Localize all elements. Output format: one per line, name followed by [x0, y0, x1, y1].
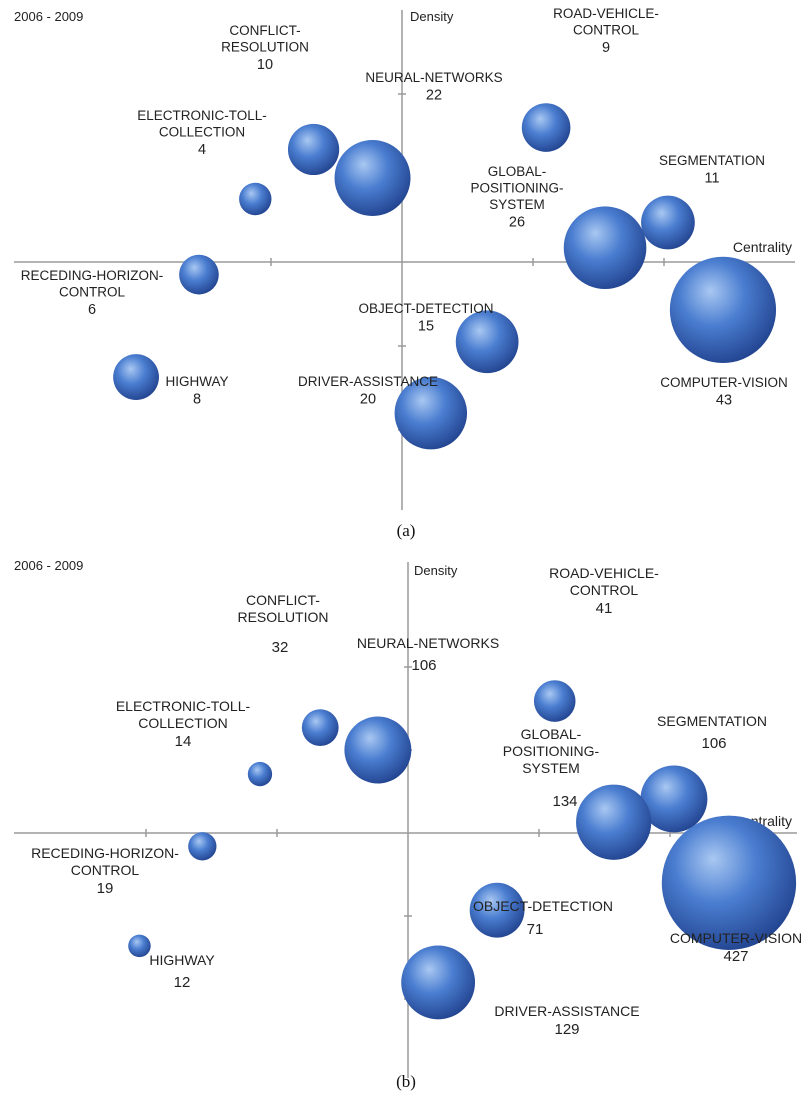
bubble-value: 6	[88, 302, 96, 318]
bubble-value: 20	[360, 392, 376, 408]
panel-label: 2006 - 2009	[14, 558, 83, 573]
bubble-label: ROAD-VEHICLE-	[549, 565, 659, 581]
bubble-label: RESOLUTION	[221, 40, 309, 55]
bubble-label: SYSTEM	[489, 197, 545, 212]
bubble-road-vehicle-control	[533, 680, 576, 722]
bubble-computer-vision	[661, 815, 797, 950]
bubble-value: 71	[527, 921, 544, 938]
bubble-receding-horizon-control	[188, 832, 217, 861]
bubble-label: COLLECTION	[138, 715, 227, 731]
bubble-electronic-toll-collection	[239, 182, 272, 216]
y-axis-label: Density	[414, 563, 458, 578]
bubble-road-vehicle-control	[521, 103, 571, 152]
bubble-value: 427	[723, 948, 748, 965]
bubble-labels: ROAD-VEHICLE-CONTROL41CONFLICT-RESOLUTIO…	[31, 565, 802, 1038]
panel-a: 2006 - 2009 Density Centrality ROAD-VEHI…	[14, 6, 795, 540]
bubble-value: 15	[418, 319, 434, 335]
bubble-label: CONTROL	[570, 582, 639, 598]
bubble-label: COMPUTER-VISION	[660, 375, 788, 390]
bubble-conflict-resolution	[301, 709, 339, 746]
bubble-label: RESOLUTION	[237, 609, 328, 625]
bubble-driver-assistance	[401, 945, 476, 1020]
bubble-label: SEGMENTATION	[657, 713, 767, 729]
bubble-value: 134	[552, 793, 577, 810]
bubble-value: 32	[272, 639, 289, 656]
bubble-label: DRIVER-ASSISTANCE	[494, 1003, 639, 1019]
bubble-global-positioning-system	[563, 206, 647, 290]
bubble-segmentation	[640, 765, 708, 833]
bubble-value: 19	[97, 880, 114, 897]
bubble-label: NEURAL-NETWORKS	[357, 635, 499, 651]
bubble-receding-horizon-control	[179, 254, 219, 295]
bubble-label: CONTROL	[71, 862, 140, 878]
bubble-object-detection	[455, 310, 519, 374]
bubble-driver-assistance	[394, 376, 468, 450]
bubble-value: 43	[716, 393, 732, 409]
bubble-label: POSITIONING-	[503, 743, 600, 759]
bubble-label: COLLECTION	[159, 125, 245, 140]
bubble-label: SEGMENTATION	[659, 153, 765, 168]
bubble-label: CONTROL	[59, 285, 125, 300]
bubble-label: SYSTEM	[522, 760, 580, 776]
bubble-label: GLOBAL-	[521, 726, 582, 742]
bubble-value: 11	[704, 171, 719, 187]
bubble-label: ELECTRONIC-TOLL-	[116, 698, 251, 714]
bubble-label: HIGHWAY	[149, 952, 215, 968]
caption-b: (b)	[396, 1072, 416, 1091]
bubble-label: POSITIONING-	[470, 181, 563, 196]
bubble-label: NEURAL-NETWORKS	[365, 70, 502, 85]
bubble-value: 106	[701, 735, 726, 752]
bubble-label: ROAD-VEHICLE-	[553, 6, 659, 21]
bubble-value: 22	[426, 88, 442, 104]
bubble-highway	[128, 934, 151, 958]
bubble-neural-networks	[334, 140, 411, 216]
bubble-neural-networks	[344, 716, 412, 784]
bubble-computer-vision	[669, 256, 777, 363]
bubble-value: 12	[174, 974, 191, 991]
bubble-label: RECEDING-HORIZON-	[31, 845, 179, 861]
bubble-label: OBJECT-DETECTION	[473, 898, 613, 914]
bubble-value: 26	[509, 215, 525, 231]
bubble-electronic-toll-collection	[247, 761, 273, 787]
bubble-label: CONFLICT-	[246, 592, 320, 608]
bubble-label: CONFLICT-	[229, 23, 300, 38]
bubbles	[113, 103, 777, 450]
caption-a: (a)	[397, 521, 416, 540]
bubbles	[128, 680, 797, 1020]
panel-b: 2006 - 2009 Density Centrality ROAD-VEHI…	[14, 558, 802, 1091]
bubble-value: 10	[257, 57, 273, 73]
bubble-value: 14	[175, 733, 192, 750]
bubble-value: 41	[596, 600, 613, 617]
bubble-label: CONTROL	[573, 23, 639, 38]
bubble-label: GLOBAL-	[488, 164, 547, 179]
bubble-conflict-resolution	[287, 123, 340, 176]
y-axis-label: Density	[410, 9, 454, 24]
bubble-value: 106	[411, 657, 436, 674]
bubble-value: 8	[193, 392, 201, 408]
panel-label: 2006 - 2009	[14, 9, 83, 24]
bubble-value: 4	[198, 142, 206, 158]
bubble-label: DRIVER-ASSISTANCE	[298, 374, 438, 389]
bubble-labels: ROAD-VEHICLE- CONTROL 9 CONFLICT- RESOLUTION…	[21, 6, 788, 409]
bubble-label: OBJECT-DETECTION	[358, 301, 493, 316]
bubble-value: 9	[602, 40, 610, 56]
bubble-label: ELECTRONIC-TOLL-	[137, 108, 267, 123]
bubble-label: HIGHWAY	[166, 374, 229, 389]
bubble-value: 129	[554, 1021, 579, 1038]
bubble-label: RECEDING-HORIZON-	[21, 268, 164, 283]
x-axis-label: Centrality	[733, 239, 792, 255]
bubble-global-positioning-system	[576, 784, 652, 860]
bubble-segmentation	[641, 195, 695, 250]
bubble-highway	[113, 354, 159, 400]
bubble-object-detection	[469, 882, 525, 938]
bubble-label: COMPUTER-VISION	[670, 930, 802, 946]
